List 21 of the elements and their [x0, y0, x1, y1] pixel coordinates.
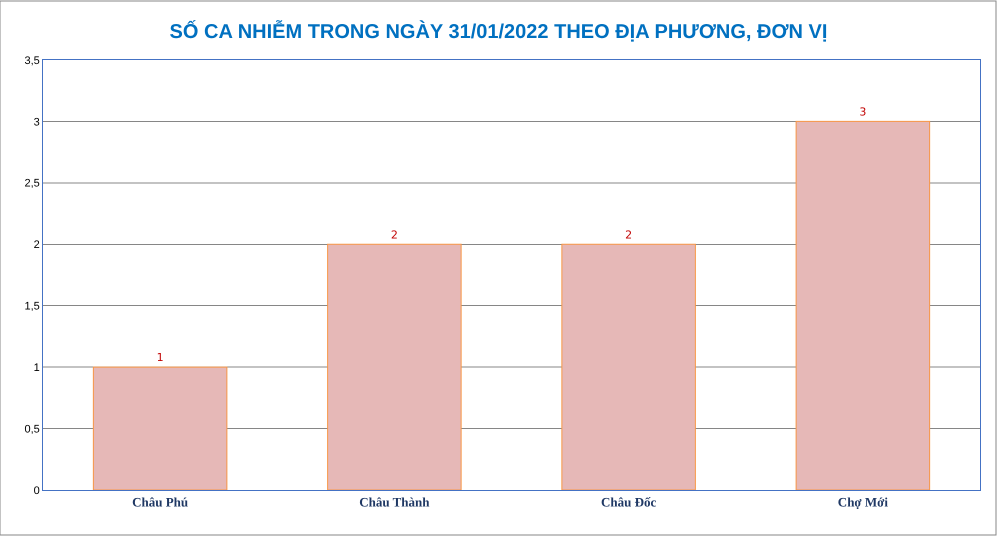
y-tick-label: 1: [34, 362, 40, 374]
data-label: 1: [156, 351, 164, 364]
x-tick-label: Châu Đốc: [600, 494, 656, 510]
y-tick-label: 0,5: [24, 423, 40, 436]
data-label: 2: [390, 228, 398, 242]
y-tick-label: 2,5: [24, 178, 40, 190]
chart-title: SỐ CA NHIỄM TRONG NGÀY 31/01/2022 THEO ĐỊA PHƯƠNG, ĐƠN VỊ: [170, 20, 828, 44]
bar: [92, 366, 228, 490]
bar: [327, 244, 462, 490]
y-tick-label: 3: [34, 116, 40, 128]
bar: [561, 244, 696, 490]
y-tick-label: 0: [34, 484, 40, 497]
y-tick-label: 3,5: [24, 54, 40, 67]
data-label: 2: [625, 228, 632, 242]
x-tick-label: Chợ Mới: [838, 494, 888, 510]
data-label: 3: [859, 105, 866, 118]
y-tick-label: 1,5: [24, 300, 40, 313]
x-tick-label: Châu Thành: [359, 494, 430, 510]
x-tick-label: Châu Phú: [132, 494, 188, 510]
y-tick-label: 2: [34, 239, 40, 252]
bar: [796, 120, 930, 490]
